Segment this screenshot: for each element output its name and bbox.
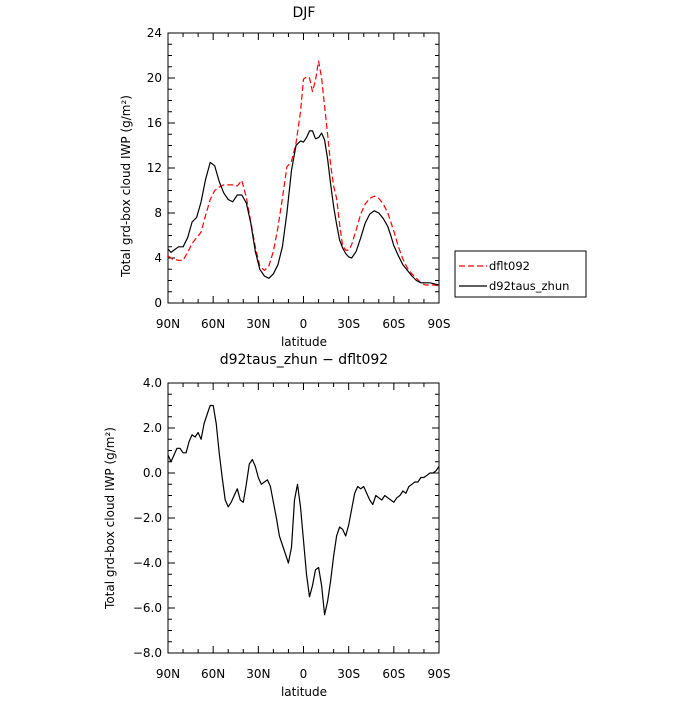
bottom-y-tick-labels: −8.0 −6.0 −4.0 −2.0 0.0 2.0 4.0 [133,376,162,660]
legend-label-dflt092: dflt092 [489,259,530,273]
top-y-axis-label: Total grd-box cloud IWP (g/m²) [119,95,133,278]
legend-box [454,250,587,298]
bottom-series-lines [167,404,440,616]
legend-label-d92taus-zhun: d92taus_zhun [489,279,569,293]
top-series-line-d92taus-zhun [167,130,440,286]
top-chart-title: DJF [293,5,316,21]
bottom-y-tick-label: 4.0 [143,376,162,390]
bottom-series-line-difference [167,404,440,616]
bottom-y-tick-label: 0.0 [143,466,162,480]
top-series-lines [167,60,440,287]
bottom-x-tick-label: 90S [428,667,451,681]
top-y-tick-label: 0 [154,296,162,310]
top-panel: DJF 0 4 8 12 16 20 24 90N 60N 30N 0 30S 60S 90S lati… [119,5,587,349]
bottom-y-tick-label: −6.0 [133,601,162,615]
top-series-line-dflt092 [167,60,440,287]
top-y-tick-label: 12 [147,161,162,175]
bottom-x-tick-label: 90N [156,667,180,681]
top-axis-ticks [167,32,440,304]
bottom-x-tick-label: 60S [382,667,405,681]
bottom-y-tick-label: −8.0 [133,646,162,660]
bottom-x-tick-label: 30N [246,667,270,681]
bottom-x-tick-label: 0 [300,667,308,681]
bottom-chart-title: d92taus_zhun − dflt092 [220,352,388,368]
legend: dflt092 d92taus_zhun [454,250,587,298]
top-x-tick-label: 60N [201,317,225,331]
top-x-axis-label: latitude [281,335,327,349]
bottom-y-tick-label: 2.0 [143,421,162,435]
top-y-tick-label: 4 [154,251,162,265]
bottom-x-tick-labels: 90N 60N 30N 0 30S 60S 90S [156,667,451,681]
top-x-tick-label: 30N [246,317,270,331]
top-x-tick-label: 0 [300,317,308,331]
top-x-tick-labels: 90N 60N 30N 0 30S 60S 90S [156,317,451,331]
bottom-plot-frame [167,382,440,654]
top-y-tick-label: 16 [147,116,162,130]
top-x-tick-label: 60S [382,317,405,331]
top-y-tick-label: 20 [147,71,162,85]
top-x-tick-label: 30S [337,317,360,331]
top-x-tick-label: 90S [428,317,451,331]
bottom-x-tick-label: 60N [201,667,225,681]
bottom-panel: d92taus_zhun − dflt092 −8.0 −6.0 −4.0 −2.0 0… [103,352,450,699]
bottom-axis-ticks [167,382,440,654]
bottom-x-axis-label: latitude [281,685,327,699]
bottom-y-tick-label: −2.0 [133,511,162,525]
bottom-y-tick-label: −4.0 [133,556,162,570]
top-y-tick-labels: 0 4 8 12 16 20 24 [147,26,162,310]
bottom-x-tick-label: 30S [337,667,360,681]
top-y-tick-label: 24 [147,26,162,40]
top-y-tick-label: 8 [154,206,162,220]
top-x-tick-label: 90N [156,317,180,331]
bottom-y-axis-label: Total grd-box cloud IWP (g/m²) [103,427,117,610]
